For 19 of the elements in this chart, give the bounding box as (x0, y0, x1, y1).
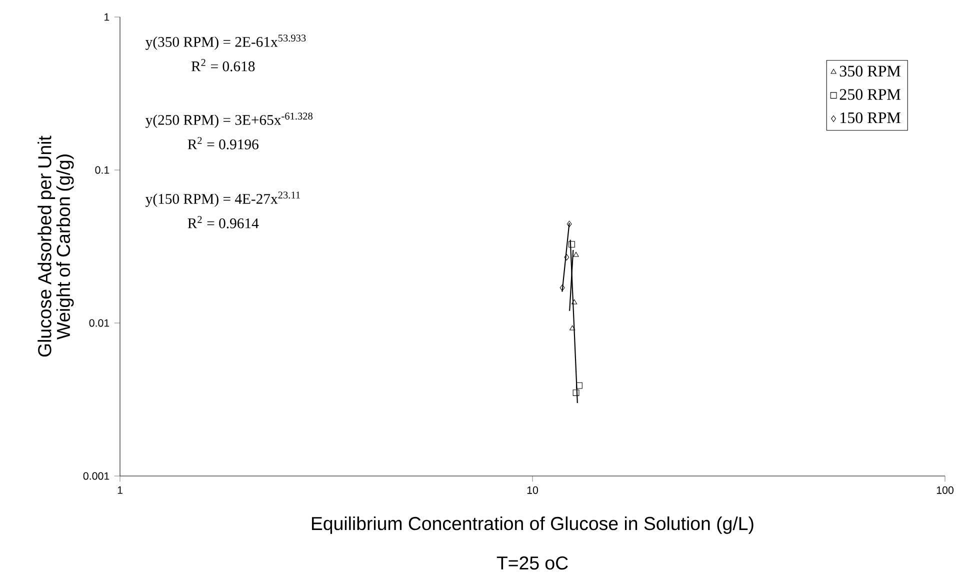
y-tick-label: 0.001 (83, 472, 110, 480)
y-tick-label: 1 (104, 13, 110, 21)
x-axis-title: Equilibrium Concentration of Glucose in Solution (g/L) (312, 516, 754, 534)
legend-label: 150 RPM (840, 112, 900, 124)
y-axis-title: Glucose Adsorbed per Unit Weight of Carbon (g/g) (38, 136, 74, 357)
x-tick-label: 1 (118, 486, 122, 494)
annotation: R$^{2}$ = 0.618 (191, 59, 255, 72)
legend-label: 350 RPM (840, 66, 900, 77)
annotation: R$^{2}$ = 0.9196 (188, 137, 258, 150)
legend-label: 250 RPM (840, 89, 900, 100)
y-tick-label: 0.01 (89, 319, 110, 327)
y-tick-label: 0.1 (95, 166, 110, 174)
x-tick-label: 100 (936, 486, 954, 494)
annotation: R$^{2}$ = 0.9614 (188, 216, 259, 228)
annotation: y(250 RPM) = 3E+65x$^{-61.328}$ (146, 112, 313, 128)
annotation: y(350 RPM) = 2E-61x$^{53.933}$ (146, 34, 306, 50)
text: T=25 oC (496, 556, 568, 570)
x-tick-label: 10 (527, 486, 538, 494)
annotation: y(150 RPM) = 4E-27x$^{23.11}$ (146, 192, 300, 207)
